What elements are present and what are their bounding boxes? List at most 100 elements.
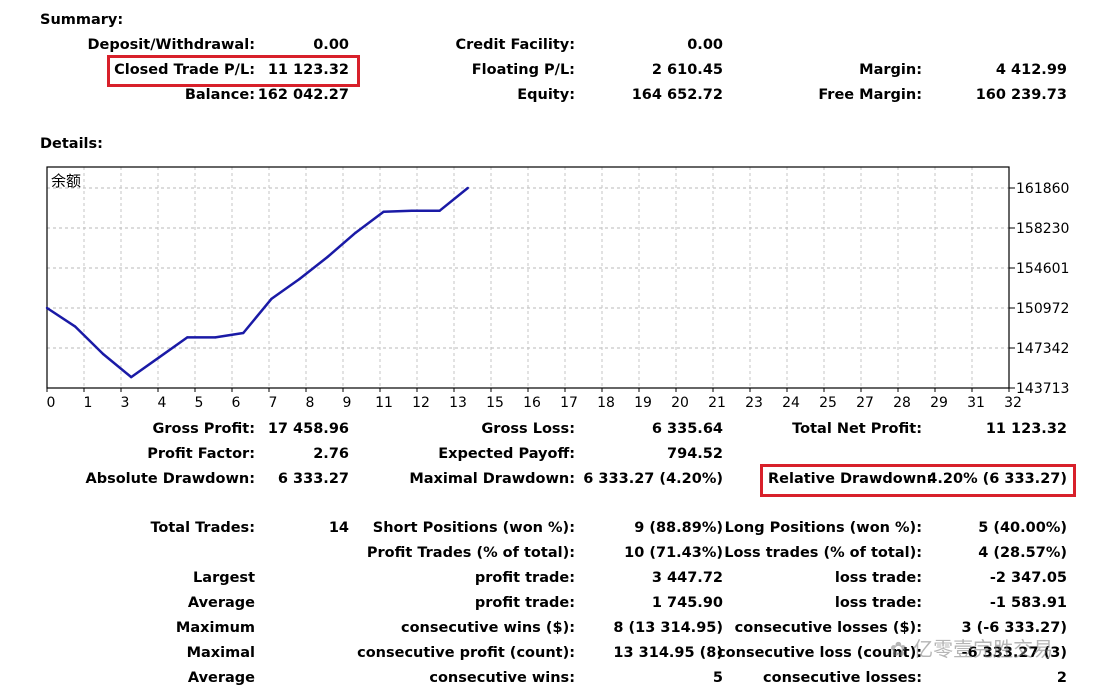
x-tick-label: 24	[782, 395, 800, 411]
balance-point	[466, 186, 469, 190]
total-net-profit-label: Total Net Profit:	[792, 421, 922, 437]
expected-payoff-value: 794.52	[667, 446, 723, 462]
closed-pl-highlight	[107, 55, 360, 87]
floating-label: Floating P/L:	[471, 62, 575, 78]
y-tick-label: 150972	[1016, 301, 1069, 317]
x-tick-label: 12	[412, 395, 430, 411]
closed-pl-value: 11 123.32	[267, 62, 349, 78]
x-tick-label: 8	[306, 395, 315, 411]
loss-trades-label: Loss trades (% of total):	[724, 545, 922, 561]
balance-point	[101, 352, 105, 356]
average-label: Average	[187, 595, 255, 611]
average-consecutive-wins-label: consecutive wins:	[429, 670, 575, 686]
average-loss-label: loss trade:	[834, 595, 922, 611]
closed-pl-label: Closed Trade P/L:	[114, 62, 255, 78]
average-profit-value: 1 745.90	[651, 595, 723, 611]
x-tick-label: 23	[745, 395, 763, 411]
relative-drawdown-label: Relative Drawdown:	[768, 471, 933, 487]
balance-point	[214, 336, 217, 339]
x-tick-label: 27	[856, 395, 874, 411]
credit-label: Credit Facility:	[455, 37, 575, 53]
x-tick-label: 3	[121, 395, 130, 411]
gross-loss-label: Gross Loss:	[481, 421, 575, 437]
average-consecutive-losses-label: consecutive losses:	[763, 670, 922, 686]
x-tick-label: 18	[597, 395, 615, 411]
total-trades-value: 14	[328, 520, 349, 536]
relative-drawdown-highlight	[760, 464, 1076, 497]
profit-trades-value: 10 (71.43%)	[624, 545, 723, 561]
short-positions-label: Short Positions (won %):	[372, 520, 575, 536]
equity-label: Equity:	[517, 87, 575, 103]
watermark-icon: ✿	[890, 637, 907, 661]
maximal-consecutive-loss-value: -6 333.27 (3)	[961, 645, 1067, 661]
balance-point	[158, 356, 161, 359]
y-tick-label: 147342	[1016, 341, 1069, 357]
total-trades-label: Total Trades:	[150, 520, 255, 536]
maximal-consecutive-profit-value: 13 314.95 (8)	[613, 645, 723, 661]
average-consecutive-losses-value: 2	[1056, 670, 1067, 686]
balance-chart: 余额 161860158230154601150972147342143713 …	[45, 166, 1069, 411]
average-consecutive-wins-value: 5	[712, 670, 723, 686]
absolute-drawdown-label: Absolute Drawdown:	[85, 471, 255, 487]
y-tick-label: 154601	[1016, 261, 1069, 277]
x-tick-label: 17	[560, 395, 578, 411]
profit-trades-label: Profit Trades (% of total):	[366, 545, 575, 561]
x-tick-label: 15	[486, 395, 504, 411]
max-consecutive-losses-value: 3 (-6 333.27)	[961, 620, 1067, 636]
average-loss-value: -1 583.91	[989, 595, 1067, 611]
maximal-consecutive-loss-label: consecutive loss (count):	[717, 645, 922, 661]
x-tick-label: 28	[893, 395, 911, 411]
maximal-drawdown-value: 6 333.27 (4.20%)	[583, 471, 723, 487]
x-tick-label: 32	[1004, 395, 1022, 411]
largest-loss-value: -2 347.05	[989, 570, 1067, 586]
max-consecutive-wins-value: 8 (13 314.95)	[613, 620, 723, 636]
balance-point	[326, 255, 329, 259]
balance-point	[130, 375, 133, 379]
relative-drawdown-value: 4.20% (6 333.27)	[927, 471, 1067, 487]
total-net-profit-value: 11 123.32	[985, 421, 1067, 437]
balance-point	[354, 231, 357, 234]
profit-factor-label: Profit Factor:	[147, 446, 255, 462]
balance-value: 162 042.27	[257, 87, 349, 103]
balance-point	[270, 297, 273, 301]
absolute-drawdown-value: 6 333.27	[277, 471, 349, 487]
x-tick-label: 13	[449, 395, 467, 411]
margin-value: 4 412.99	[995, 62, 1067, 78]
x-tick-label: 19	[634, 395, 652, 411]
largest-profit-label: profit trade:	[474, 570, 575, 586]
x-tick-label: 20	[671, 395, 689, 411]
balance-point	[410, 209, 413, 212]
summary-title: Summary:	[40, 12, 124, 28]
maximum-label: Maximum	[175, 620, 255, 636]
margin-label: Margin:	[859, 62, 922, 78]
balance-point	[242, 331, 245, 335]
maximal-consecutive-profit-label: consecutive profit (count):	[357, 645, 575, 661]
loss-trades-value: 4 (28.57%)	[978, 545, 1067, 561]
x-tick-label: 1	[84, 395, 93, 411]
maximal-drawdown-label: Maximal Drawdown:	[409, 471, 575, 487]
balance-point	[382, 210, 385, 213]
x-tick-label: 0	[47, 395, 56, 411]
max-consecutive-wins-label: consecutive wins ($):	[400, 620, 575, 636]
deposit-value: 0.00	[313, 37, 349, 53]
long-positions-value: 5 (40.00%)	[978, 520, 1067, 536]
largest-profit-value: 3 447.72	[651, 570, 723, 586]
profit-factor-value: 2.76	[313, 446, 349, 462]
free-margin-label: Free Margin:	[818, 87, 922, 103]
x-tick-label: 5	[195, 395, 204, 411]
x-tick-label: 29	[930, 395, 948, 411]
equity-value: 164 652.72	[631, 87, 723, 103]
credit-value: 0.00	[687, 37, 723, 53]
x-tick-label: 4	[158, 395, 167, 411]
balance-point	[438, 209, 441, 212]
x-tick-label: 25	[819, 395, 837, 411]
largest-label: Largest	[193, 570, 255, 586]
x-tick-label: 16	[523, 395, 541, 411]
chart-title: 余额	[51, 172, 81, 190]
y-tick-label: 161860	[1016, 181, 1069, 197]
average-consecutive-label: Average	[187, 670, 255, 686]
gross-loss-value: 6 335.64	[651, 421, 723, 437]
x-tick-label: 31	[967, 395, 985, 411]
balance-series-line	[46, 187, 469, 379]
y-tick-label: 158230	[1016, 221, 1069, 237]
